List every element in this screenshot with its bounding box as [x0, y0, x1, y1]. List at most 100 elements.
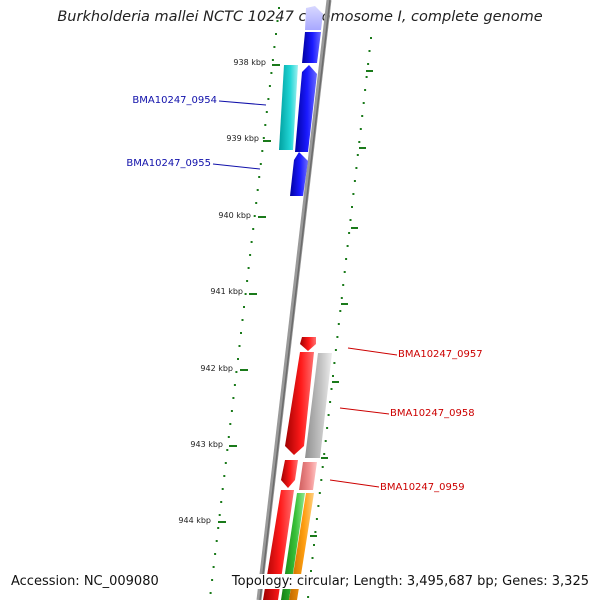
genome-stats-text: Topology: circular; Length: 3,495,687 bp… — [229, 574, 591, 589]
cds-cyan-upper[interactable] — [279, 65, 298, 150]
ruler-dot — [235, 371, 238, 373]
ruler-dot — [267, 98, 270, 100]
ruler-dot — [261, 150, 264, 152]
ruler-dot — [258, 176, 261, 178]
ruler-dot — [220, 501, 223, 503]
cds-orange[interactable] — [289, 493, 314, 600]
gene-bma10247-0958[interactable] — [281, 460, 298, 488]
ruler-label-941: 941 kbp — [210, 287, 243, 296]
ruler-dot — [332, 375, 334, 377]
gene-bma10247-0957[interactable] — [285, 352, 314, 455]
ruler-dot — [244, 293, 247, 295]
ruler-dot — [324, 440, 327, 442]
gene-bma10247-0954[interactable] — [295, 65, 317, 152]
ruler-dot — [364, 89, 367, 91]
ruler-ticks — [218, 64, 280, 523]
ruler-dot — [320, 479, 323, 481]
ruler-dot — [209, 592, 212, 594]
gene-label-0954[interactable]: BMA10247_0954 — [132, 95, 217, 106]
connector-0958 — [339, 407, 390, 415]
ruler-dot — [314, 531, 317, 533]
ruler-dot — [310, 570, 312, 572]
connector-0955 — [212, 163, 261, 170]
cds-grey[interactable] — [305, 353, 332, 458]
connector-0954 — [218, 100, 267, 106]
ruler-dot — [264, 124, 267, 126]
ruler-dot — [307, 596, 310, 598]
ruler-dot — [329, 401, 332, 403]
ruler-dot — [229, 423, 232, 425]
ruler-dot — [230, 410, 233, 412]
ruler-dot — [256, 189, 259, 191]
connector-0959 — [329, 479, 380, 488]
ruler-dot — [327, 414, 330, 416]
ruler-dot — [334, 349, 337, 351]
ruler-dot — [339, 310, 342, 312]
outer-ruler-dots — [307, 37, 372, 598]
accession-text: Accession: NC_009080 — [9, 574, 161, 589]
ruler-dot — [253, 215, 256, 217]
ruler-dot — [352, 193, 355, 195]
gene-label-0958[interactable]: BMA10247_0958 — [390, 408, 475, 419]
gene-label-0959[interactable]: BMA10247_0959 — [380, 482, 465, 493]
ruler-label-938: 938 kbp — [233, 58, 266, 67]
gene-bma10247-0956[interactable] — [300, 337, 316, 351]
ruler-dot — [270, 72, 273, 74]
outer-ruler-ticks — [310, 70, 373, 537]
gene-label-0955[interactable]: BMA10247_0955 — [126, 158, 211, 169]
ruler-dot — [336, 336, 339, 338]
ruler-dot — [262, 137, 265, 139]
map-title: Burkholderia mallei NCTC 10247 chromosom… — [57, 9, 543, 25]
ruler-dot — [243, 306, 245, 308]
ruler-dot — [275, 33, 277, 35]
ruler-dot — [355, 167, 358, 169]
ruler-label-942: 942 kbp — [200, 364, 233, 373]
ruler-dot — [218, 514, 221, 516]
ruler-dot — [271, 59, 274, 61]
ruler-dot — [362, 102, 365, 104]
ruler-dot — [259, 163, 262, 165]
inner-ruler-dots — [209, 7, 280, 594]
ruler-dot — [215, 540, 218, 542]
ruler-dot — [211, 579, 214, 581]
ruler-dot — [367, 63, 370, 65]
backbone-highlight — [259, 0, 331, 600]
backbone-line — [256, 0, 332, 600]
cds-green[interactable] — [281, 493, 305, 600]
ruler-dot — [346, 245, 349, 247]
ruler-dot — [252, 228, 255, 230]
ruler-dot — [217, 527, 220, 529]
forward-strand-genes — [290, 6, 323, 196]
ruler-dot — [313, 544, 315, 546]
ruler-dot — [337, 323, 340, 325]
gene-label-0957[interactable]: BMA10247_0957 — [398, 349, 483, 360]
label-connectors — [212, 100, 398, 488]
ruler-dot — [212, 566, 215, 568]
ruler-dot — [226, 449, 229, 451]
ruler-label-944: 944 kbp — [178, 516, 211, 525]
ruler-dot — [361, 115, 364, 117]
ruler-labels: 938 kbp 939 kbp 940 kbp 941 kbp 942 kbp … — [178, 58, 266, 525]
ruler-dot — [321, 466, 324, 468]
ruler-dot — [368, 50, 371, 52]
ruler-dot — [330, 388, 333, 390]
gene-bma10247-0955[interactable] — [290, 152, 308, 196]
cds-pink[interactable] — [299, 462, 317, 490]
gene-bma10247-0959[interactable] — [263, 490, 294, 600]
gene-bma10247-0953[interactable] — [302, 32, 321, 63]
ruler-label-940: 940 kbp — [218, 211, 251, 220]
ruler-dot — [241, 319, 244, 321]
gene-labels: BMA10247_0954 BMA10247_0955 BMA10247_095… — [126, 95, 482, 493]
ruler-dot — [311, 557, 314, 559]
ruler-dot — [247, 267, 250, 269]
ruler-dot — [340, 297, 343, 299]
ruler-dot — [343, 271, 346, 273]
ruler-dot — [255, 202, 258, 204]
ruler-dot — [221, 488, 224, 490]
ruler-dot — [278, 7, 280, 9]
ruler-dot — [317, 505, 320, 507]
ruler-dot — [359, 128, 362, 130]
ruler-dot — [333, 362, 336, 364]
ruler-dot — [223, 475, 226, 477]
